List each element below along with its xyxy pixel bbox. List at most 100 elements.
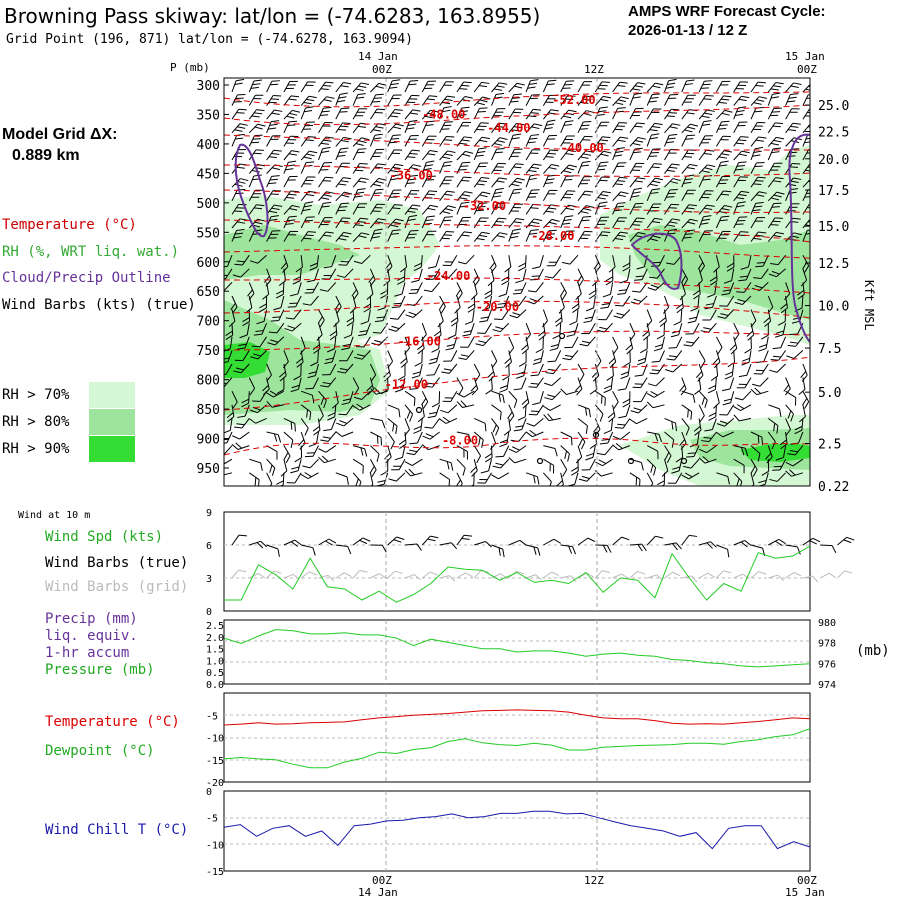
wind-barb — [300, 472, 319, 480]
wind-barb — [380, 459, 389, 476]
panel-tick: -10 — [206, 840, 224, 851]
wind-barb — [666, 350, 683, 361]
wind-barb — [734, 390, 752, 401]
wind-barb — [456, 431, 472, 443]
wind-barb — [509, 309, 527, 319]
legend-pressure: Pressure (mb) — [45, 662, 155, 678]
wind-barb — [750, 217, 766, 229]
surface-wind-barb-true — [456, 534, 473, 546]
panel-tick: -20 — [206, 778, 224, 789]
wind-barb — [765, 445, 773, 464]
wind-barb — [456, 216, 471, 229]
wind-barb — [733, 445, 749, 457]
wind-barb — [664, 108, 680, 120]
wind-barb — [620, 363, 631, 380]
panel-tick: -5 — [206, 711, 218, 722]
wind-barb — [491, 137, 508, 147]
wind-barb — [318, 217, 333, 229]
wind-barb — [456, 121, 471, 134]
wind-barb — [439, 190, 455, 202]
wind-barb — [304, 445, 319, 458]
surface-wind-barb-grid — [249, 573, 266, 579]
legend-dewpoint: Dewpoint (°C) — [45, 743, 155, 759]
wind-barb — [283, 120, 298, 134]
wind-barb — [473, 122, 489, 134]
wind-barb — [608, 350, 617, 369]
wind-barb — [772, 336, 787, 350]
wind-barb — [687, 309, 700, 324]
wind-barb — [526, 295, 544, 305]
wind-barb — [308, 431, 319, 448]
wind-barb — [715, 336, 723, 355]
wind-barb — [309, 255, 319, 271]
wind-barb — [318, 404, 324, 423]
wind-barb — [484, 282, 493, 299]
surface-wind-barb-true — [543, 538, 562, 546]
legend-wind-barbs-grid: Wind Barbs (grid) — [45, 579, 189, 595]
panel-tick: 0.0 — [206, 680, 224, 691]
wind-barb — [473, 81, 490, 93]
forecast-cycle-value: 2026-01-13 / 12 Z — [628, 22, 748, 39]
isotherm-lines — [224, 91, 810, 456]
wind-barb — [439, 106, 452, 120]
wind-barb — [767, 418, 779, 434]
wind-barb — [785, 469, 804, 477]
wind-barb — [596, 322, 613, 333]
wind-barb — [699, 445, 717, 454]
wind-barb — [318, 96, 335, 106]
panel-tick: -15 — [206, 756, 224, 767]
surface-wind-barb-true — [525, 544, 541, 556]
wind-barb — [283, 230, 299, 242]
wind-barb — [715, 80, 731, 93]
wind-barb — [577, 176, 592, 188]
wind-barb — [420, 323, 427, 341]
wind-barb — [491, 217, 507, 229]
wind-barb — [736, 282, 752, 293]
wind-barb — [647, 431, 663, 443]
wind-barb — [646, 82, 664, 93]
wind-barb — [543, 204, 559, 215]
wind-barb — [629, 187, 643, 201]
wind-barb — [301, 390, 315, 404]
wind-barb — [456, 231, 473, 242]
wind-barb — [352, 472, 362, 486]
wind-barb — [404, 204, 421, 215]
wind-barb — [387, 229, 401, 242]
wind-barb — [387, 189, 402, 202]
wind-barb — [789, 322, 804, 336]
wind-barb — [625, 336, 634, 355]
wind-barb — [787, 336, 804, 347]
wind-barb — [783, 377, 791, 396]
wind-barb — [307, 363, 319, 379]
wind-barb — [370, 445, 380, 462]
wind-barb — [560, 458, 568, 477]
wind-barb — [421, 150, 438, 161]
wind-barb — [594, 201, 608, 215]
wind-barb — [525, 123, 543, 134]
wind-barb — [632, 282, 648, 293]
wind-barb — [404, 149, 420, 161]
wind-barb — [421, 230, 437, 242]
wind-barb — [577, 150, 594, 161]
bottom-hour-label-3: 00Z — [797, 874, 817, 887]
wind-barb — [224, 282, 233, 292]
wind-barb — [767, 82, 784, 93]
wind-barb — [224, 472, 233, 477]
surface-wind-barb-true — [301, 544, 316, 556]
wind-barb — [283, 160, 297, 174]
wind-barb — [802, 123, 810, 134]
wind-barb — [324, 350, 337, 365]
wind-barb — [661, 459, 669, 477]
wind-barb — [532, 350, 544, 365]
wind-barb — [712, 350, 721, 369]
wind-barb — [369, 228, 383, 242]
wind-barb — [525, 429, 544, 438]
wind-barb — [335, 191, 353, 202]
panel-tick: 976 — [818, 659, 836, 670]
wind-barb — [473, 417, 487, 432]
wind-barb — [529, 268, 544, 281]
wind-barb — [248, 79, 263, 93]
surface-wind-barb-grid — [785, 571, 802, 579]
wind-barb — [300, 161, 315, 174]
